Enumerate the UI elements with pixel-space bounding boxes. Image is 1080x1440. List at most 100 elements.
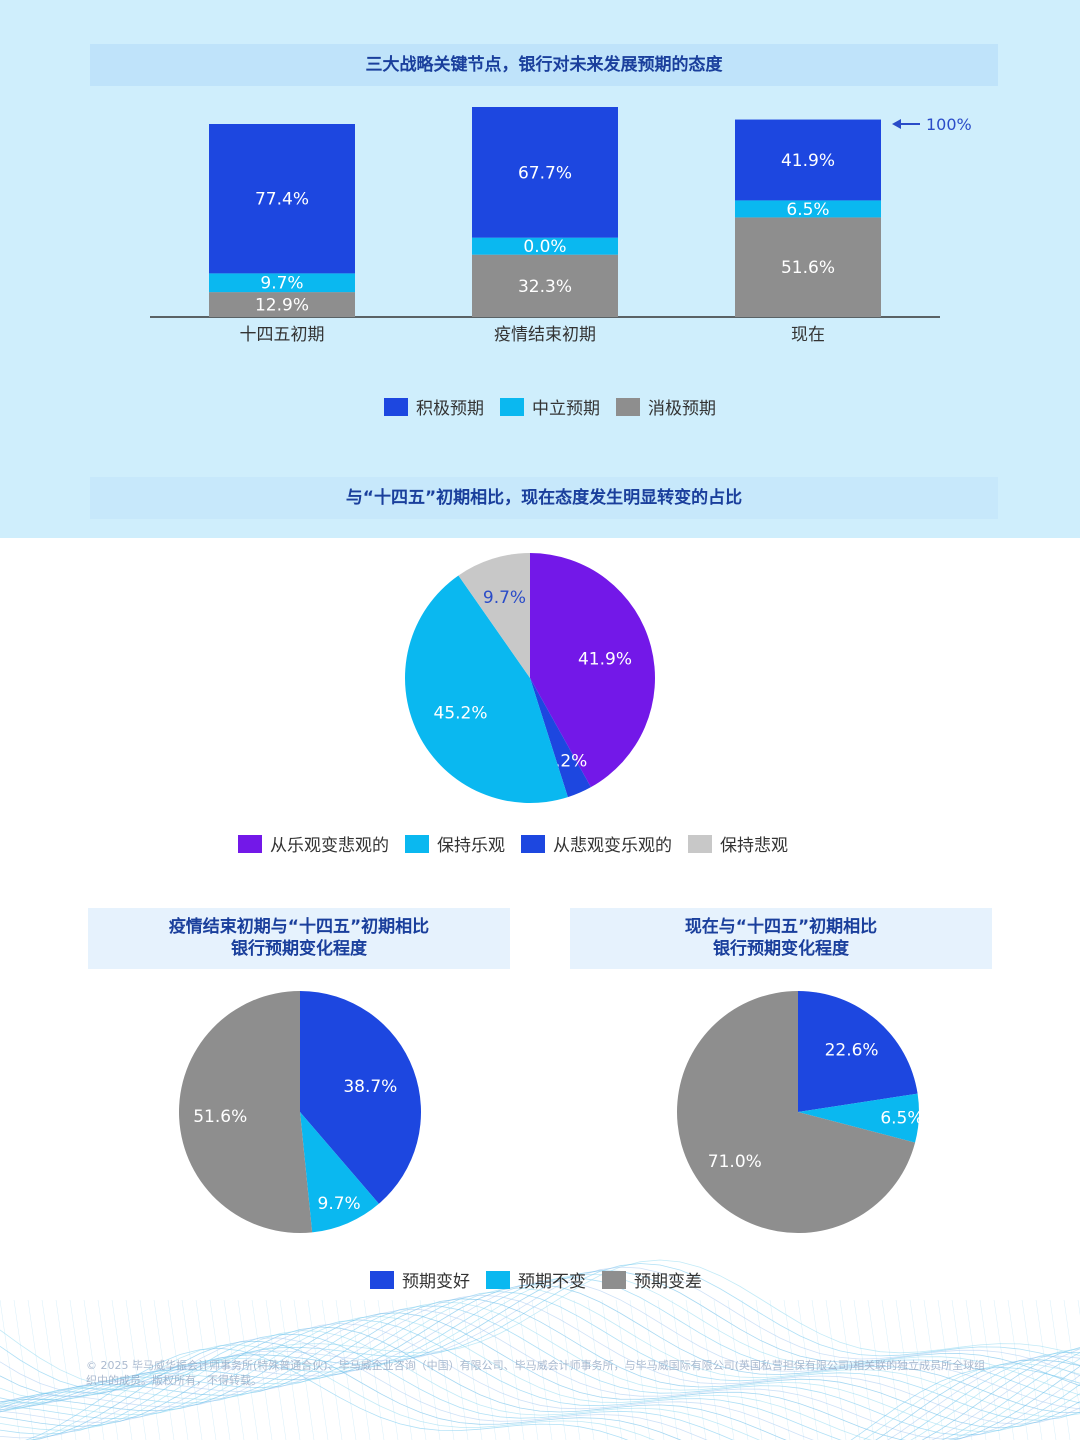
legend-item: 从悲观变乐观的: [521, 831, 672, 856]
chart1-title: 三大战略关键节点，银行对未来发展预期的态度: [90, 44, 998, 86]
mesh-line: [0, 1322, 1080, 1440]
mesh-line: [937, 1299, 959, 1440]
mesh-line: [727, 1299, 749, 1440]
bar-data-label: 67.7%: [518, 163, 572, 183]
chart3-title-line1: 疫情结束初期与“十四五”初期相比: [168, 917, 430, 937]
mesh-line: [587, 1299, 609, 1440]
legend-item: 积极预期: [384, 394, 484, 419]
mesh-line: [573, 1299, 595, 1440]
pie-data-label: 9.7%: [318, 1194, 361, 1214]
legend-swatch: [616, 397, 640, 416]
stacked-bar-chart: 12.9%9.7% 77.4% 十四五初期 32.3% 0.0% 67.7% 疫情结束初期 5…: [150, 107, 972, 345]
legend-label: 消极预期: [648, 399, 716, 419]
pie-data-label: 22.6%: [825, 1041, 879, 1061]
legend-label: 保持乐观: [437, 836, 505, 856]
mesh-line: [28, 1340, 1080, 1440]
mesh-line: [321, 1299, 343, 1440]
mesh-line: [839, 1299, 861, 1440]
legend-swatch: [384, 397, 408, 416]
bar-segment-中立预期: [209, 273, 355, 293]
mesh-line: [13, 1299, 35, 1440]
mesh-line: [349, 1299, 371, 1440]
mesh-line: [0, 1305, 1080, 1436]
mesh-line: [489, 1299, 511, 1440]
bar-segment-中立预期: [472, 237, 618, 255]
mesh-line: [447, 1299, 469, 1440]
mesh-line: [0, 1330, 1080, 1440]
mesh-line: [405, 1299, 427, 1440]
legend-label: 积极预期: [416, 399, 484, 419]
pie-data-label: 6.5%: [880, 1108, 923, 1128]
mesh-line: [643, 1299, 665, 1440]
mesh-line: [111, 1299, 133, 1440]
legend-item: 预期变好: [370, 1267, 470, 1292]
mesh-line: [0, 1315, 1080, 1440]
mesh-line: [125, 1299, 147, 1440]
mesh-line: [209, 1299, 231, 1440]
mesh-line: [153, 1299, 175, 1440]
pie-slice-预期变差: [677, 991, 916, 1233]
mesh-line: [433, 1299, 455, 1440]
mesh-line: [923, 1299, 945, 1440]
mesh-line: [699, 1299, 721, 1440]
mesh-line: [657, 1299, 679, 1440]
mesh-line: [1063, 1299, 1080, 1414]
bar-segment-消极预期: [209, 292, 355, 317]
pie-slice-预期变好: [798, 991, 918, 1112]
mesh-line: [391, 1299, 413, 1440]
legend-item: 保持乐观: [405, 831, 505, 856]
copyright-footer: © 2025 毕马威华振会计师事务所(特殊普通合伙)、毕马威企业咨询（中国）有限…: [86, 1359, 986, 1387]
mesh-line: [0, 1299, 21, 1440]
mesh-line: [265, 1299, 287, 1440]
mesh-line: [55, 1299, 77, 1440]
legend-swatch: [521, 834, 545, 853]
chart3-title: 疫情结束初期与“十四五”初期相比 银行预期变化程度: [88, 908, 510, 969]
mesh-line: [0, 1326, 1080, 1440]
pie-data-label: 9.7%: [483, 588, 526, 608]
bar-segment-积极预期: [735, 119, 881, 201]
legend-swatch: [370, 1270, 394, 1289]
mesh-line: [223, 1299, 245, 1440]
bar-data-label: 32.3%: [518, 277, 572, 297]
legend-label: 预期变差: [634, 1272, 702, 1292]
mesh-line: [363, 1299, 385, 1440]
pie-data-label: 38.7%: [343, 1077, 397, 1097]
mesh-line: [41, 1299, 63, 1440]
legend-label: 中立预期: [532, 399, 600, 419]
mesh-line: [251, 1299, 273, 1440]
legend-item: 中立预期: [500, 394, 600, 419]
mesh-line: [1007, 1299, 1029, 1440]
mesh-line: [0, 1259, 1080, 1388]
mesh-line: [503, 1299, 525, 1440]
mesh-line: [769, 1299, 791, 1440]
bar-segment-积极预期: [472, 107, 618, 238]
mesh-line: [615, 1299, 637, 1440]
mesh-line: [685, 1299, 707, 1440]
legend-swatch: [500, 397, 524, 416]
mesh-line: [0, 1287, 1080, 1417]
mesh-line: [545, 1299, 567, 1440]
bar-segment-积极预期: [209, 124, 355, 274]
bar-segment-消极预期: [472, 254, 618, 317]
mesh-line: [0, 1270, 1080, 1397]
mesh-line: [993, 1299, 1015, 1440]
bar-data-label: 77.4%: [255, 190, 309, 210]
bar-data-label: 6.5%: [786, 200, 829, 220]
mesh-line: [0, 1298, 1080, 1429]
legend-item: 预期不变: [486, 1267, 586, 1292]
mesh-line: [0, 1309, 1080, 1440]
bar-category-label: 十四五初期: [240, 325, 325, 345]
legend-item: 预期变差: [602, 1267, 702, 1292]
mesh-line: [713, 1299, 735, 1440]
mesh-line: [755, 1299, 777, 1440]
chart4-title-line2: 银行预期变化程度: [713, 939, 849, 959]
mesh-line: [419, 1299, 441, 1440]
mesh-line: [30, 1344, 1080, 1440]
mesh-line: [1049, 1299, 1071, 1440]
legend-swatch: [688, 834, 712, 853]
pie1-legend: 从乐观变悲观的 保持乐观 从悲观变乐观的 保持悲观: [238, 831, 804, 856]
mesh-line: [97, 1299, 119, 1440]
pie-slice-预期变好: [300, 991, 421, 1204]
mesh-line: [475, 1299, 497, 1440]
mesh-line: [167, 1299, 189, 1440]
